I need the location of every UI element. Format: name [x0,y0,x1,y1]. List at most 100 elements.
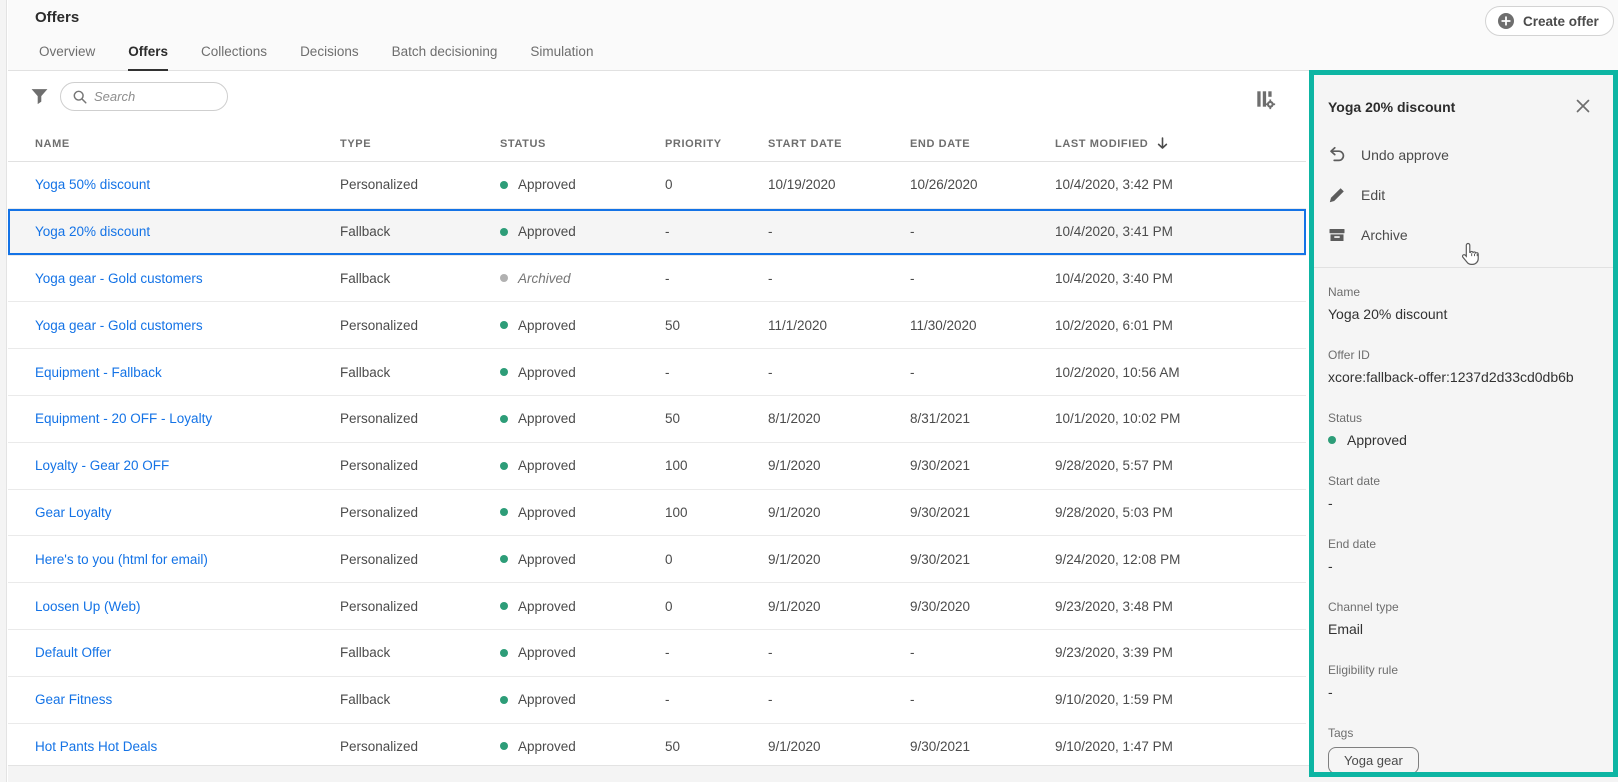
offer-name-link[interactable]: Yoga 20% discount [35,224,151,240]
status-text: Approved [518,224,576,240]
status-dot-icon [500,742,508,751]
offer-type-cell: Personalized [340,504,419,520]
tab-item[interactable]: Simulation [530,44,594,59]
offer-priority-cell: 0 [665,598,673,614]
offer-last-modified-cell: 10/2/2020, 10:56 AM [1055,364,1180,380]
status-text: Approved [518,458,576,474]
field-eligibility-rule: Eligibility rule - [1328,663,1599,700]
column-header-start-date[interactable]: Start date [768,137,843,150]
table-row[interactable]: Loosen Up (Web) Personalized Approved 0 … [8,583,1306,630]
offer-start-date-cell: 9/1/2020 [768,458,821,474]
status-dot-icon [500,227,508,236]
offer-detail-panel: Yoga 20% discount Undo approve Edit [1309,70,1618,777]
column-header-end-date[interactable]: End date [910,137,971,150]
archive-icon [1328,226,1346,244]
offer-status-cell: Approved [500,645,665,660]
column-settings-icon[interactable] [1254,88,1276,110]
offer-last-modified-cell: 9/28/2020, 5:03 PM [1055,504,1173,520]
status-text: Approved [518,692,576,708]
offer-name-link[interactable]: Loosen Up (Web) [35,598,141,614]
offer-name-link[interactable]: Gear Fitness [35,692,113,708]
offer-name-link[interactable]: Yoga gear - Gold customers [35,270,203,286]
offer-last-modified-cell: 10/1/2020, 10:02 PM [1055,411,1181,427]
tab-item[interactable]: Batch decisioning [391,44,498,59]
offer-end-date-cell: 8/31/2021 [910,411,971,427]
column-header-name[interactable]: Name [35,137,70,150]
offer-name-link[interactable]: Yoga 50% discount [35,177,151,193]
close-icon[interactable] [1575,98,1593,116]
table-row[interactable]: Hot Pants Hot Deals Personalized Approve… [8,723,1306,765]
status-dot-icon [500,648,508,657]
table-row[interactable]: Equipment - 20 OFF - Loyalty Personalize… [8,395,1306,443]
column-header-status[interactable]: Status [500,137,546,150]
table-header-row: Name Type Status Priority Start date End… [8,126,1306,162]
table-row[interactable]: Yoga gear - Gold customers Fallback Arch… [8,255,1306,303]
offer-end-date-cell: 9/30/2021 [910,738,971,754]
tab-item[interactable]: Collections [201,44,268,59]
field-label: Status [1328,411,1363,425]
offer-status-cell: Approved [500,552,665,567]
offer-start-date-cell: - [768,364,773,380]
offer-name-link[interactable]: Loyalty - Gear 20 OFF [35,458,170,474]
field-label: Tags [1328,726,1354,740]
offer-name-link[interactable]: Default Offer [35,645,112,661]
offer-last-modified-cell: 9/24/2020, 12:08 PM [1055,551,1181,567]
filter-icon[interactable] [30,87,50,107]
tag-chip[interactable]: Yoga gear [1328,747,1419,772]
field-offer-id: Offer ID xcore:fallback-offer:1237d2d33c… [1328,348,1599,385]
field-label: End date [1328,537,1377,551]
create-offer-button[interactable]: Create offer [1485,6,1614,36]
column-header-type[interactable]: Type [340,137,372,150]
offer-end-date-cell: 11/30/2020 [910,317,977,333]
offer-end-date-cell: - [910,364,915,380]
offer-name-link[interactable]: Hot Pants Hot Deals [35,738,158,754]
table-row[interactable]: Equipment - Fallback Fallback Approved -… [8,349,1306,396]
table-row[interactable]: Default Offer Fallback Approved - - - 9/… [8,629,1306,677]
tab-bar: Overview Offers Collections Decisions Ba… [39,44,593,71]
status-text: Approved [518,411,576,427]
offer-type-cell: Fallback [340,224,391,240]
table-row[interactable]: Gear Fitness Fallback Approved - - - 9/1… [8,676,1306,724]
offer-name-link[interactable]: Here's to you (html for email) [35,551,208,567]
column-header-last-modified[interactable]: Last modified [1055,137,1306,150]
edit-action[interactable]: Edit [1328,175,1599,215]
table-row[interactable]: Loyalty - Gear 20 OFF Personalized Appro… [8,442,1306,490]
offer-priority-cell: 0 [665,551,673,567]
offer-name-link[interactable]: Yoga gear - Gold customers [35,317,203,333]
offer-type-cell: Personalized [340,738,419,754]
tab-item[interactable]: Offers [128,44,169,71]
status-dot-icon [500,274,508,283]
table-row[interactable]: Yoga 20% discount Fallback Approved - - … [8,208,1306,256]
archive-action[interactable]: Archive [1328,215,1599,255]
column-header-priority[interactable]: Priority [665,137,722,150]
status-dot-icon [500,508,508,517]
field-tags: Tags Yoga gear [1328,726,1599,772]
offer-start-date-cell: - [768,224,773,240]
field-status: Status Approved [1328,411,1599,448]
offer-status-cell: Approved [500,411,665,426]
table-row[interactable]: Yoga 50% discount Personalized Approved … [8,162,1306,209]
panel-inner: Yoga 20% discount Undo approve Edit [1314,75,1613,772]
offer-last-modified-cell: 9/10/2020, 1:47 PM [1055,738,1173,754]
offer-name-link[interactable]: Equipment - 20 OFF - Loyalty [35,411,213,427]
search-icon [73,90,87,104]
status-text: Approved [518,504,576,520]
tab-item[interactable]: Overview [39,44,96,59]
table-row[interactable]: Yoga gear - Gold customers Personalized … [8,302,1306,350]
table-row[interactable]: Gear Loyalty Personalized Approved 100 9… [8,489,1306,537]
table-row[interactable]: Here's to you (html for email) Personali… [8,536,1306,584]
field-channel-type: Channel type Email [1328,600,1599,637]
undo-approve-action[interactable]: Undo approve [1328,135,1599,175]
field-value: - [1328,495,1333,511]
offer-name-link[interactable]: Equipment - Fallback [35,364,162,380]
panel-title: Yoga 20% discount [1328,99,1456,115]
tab-item[interactable]: Decisions [300,44,359,59]
offer-end-date-cell: - [910,224,915,240]
edit-icon [1328,186,1346,204]
offer-status-cell: Approved [500,318,665,333]
offer-priority-cell: - [665,645,670,661]
offer-status-cell: Approved [500,599,665,614]
search-input[interactable] [94,89,215,104]
offer-name-link[interactable]: Gear Loyalty [35,504,112,520]
